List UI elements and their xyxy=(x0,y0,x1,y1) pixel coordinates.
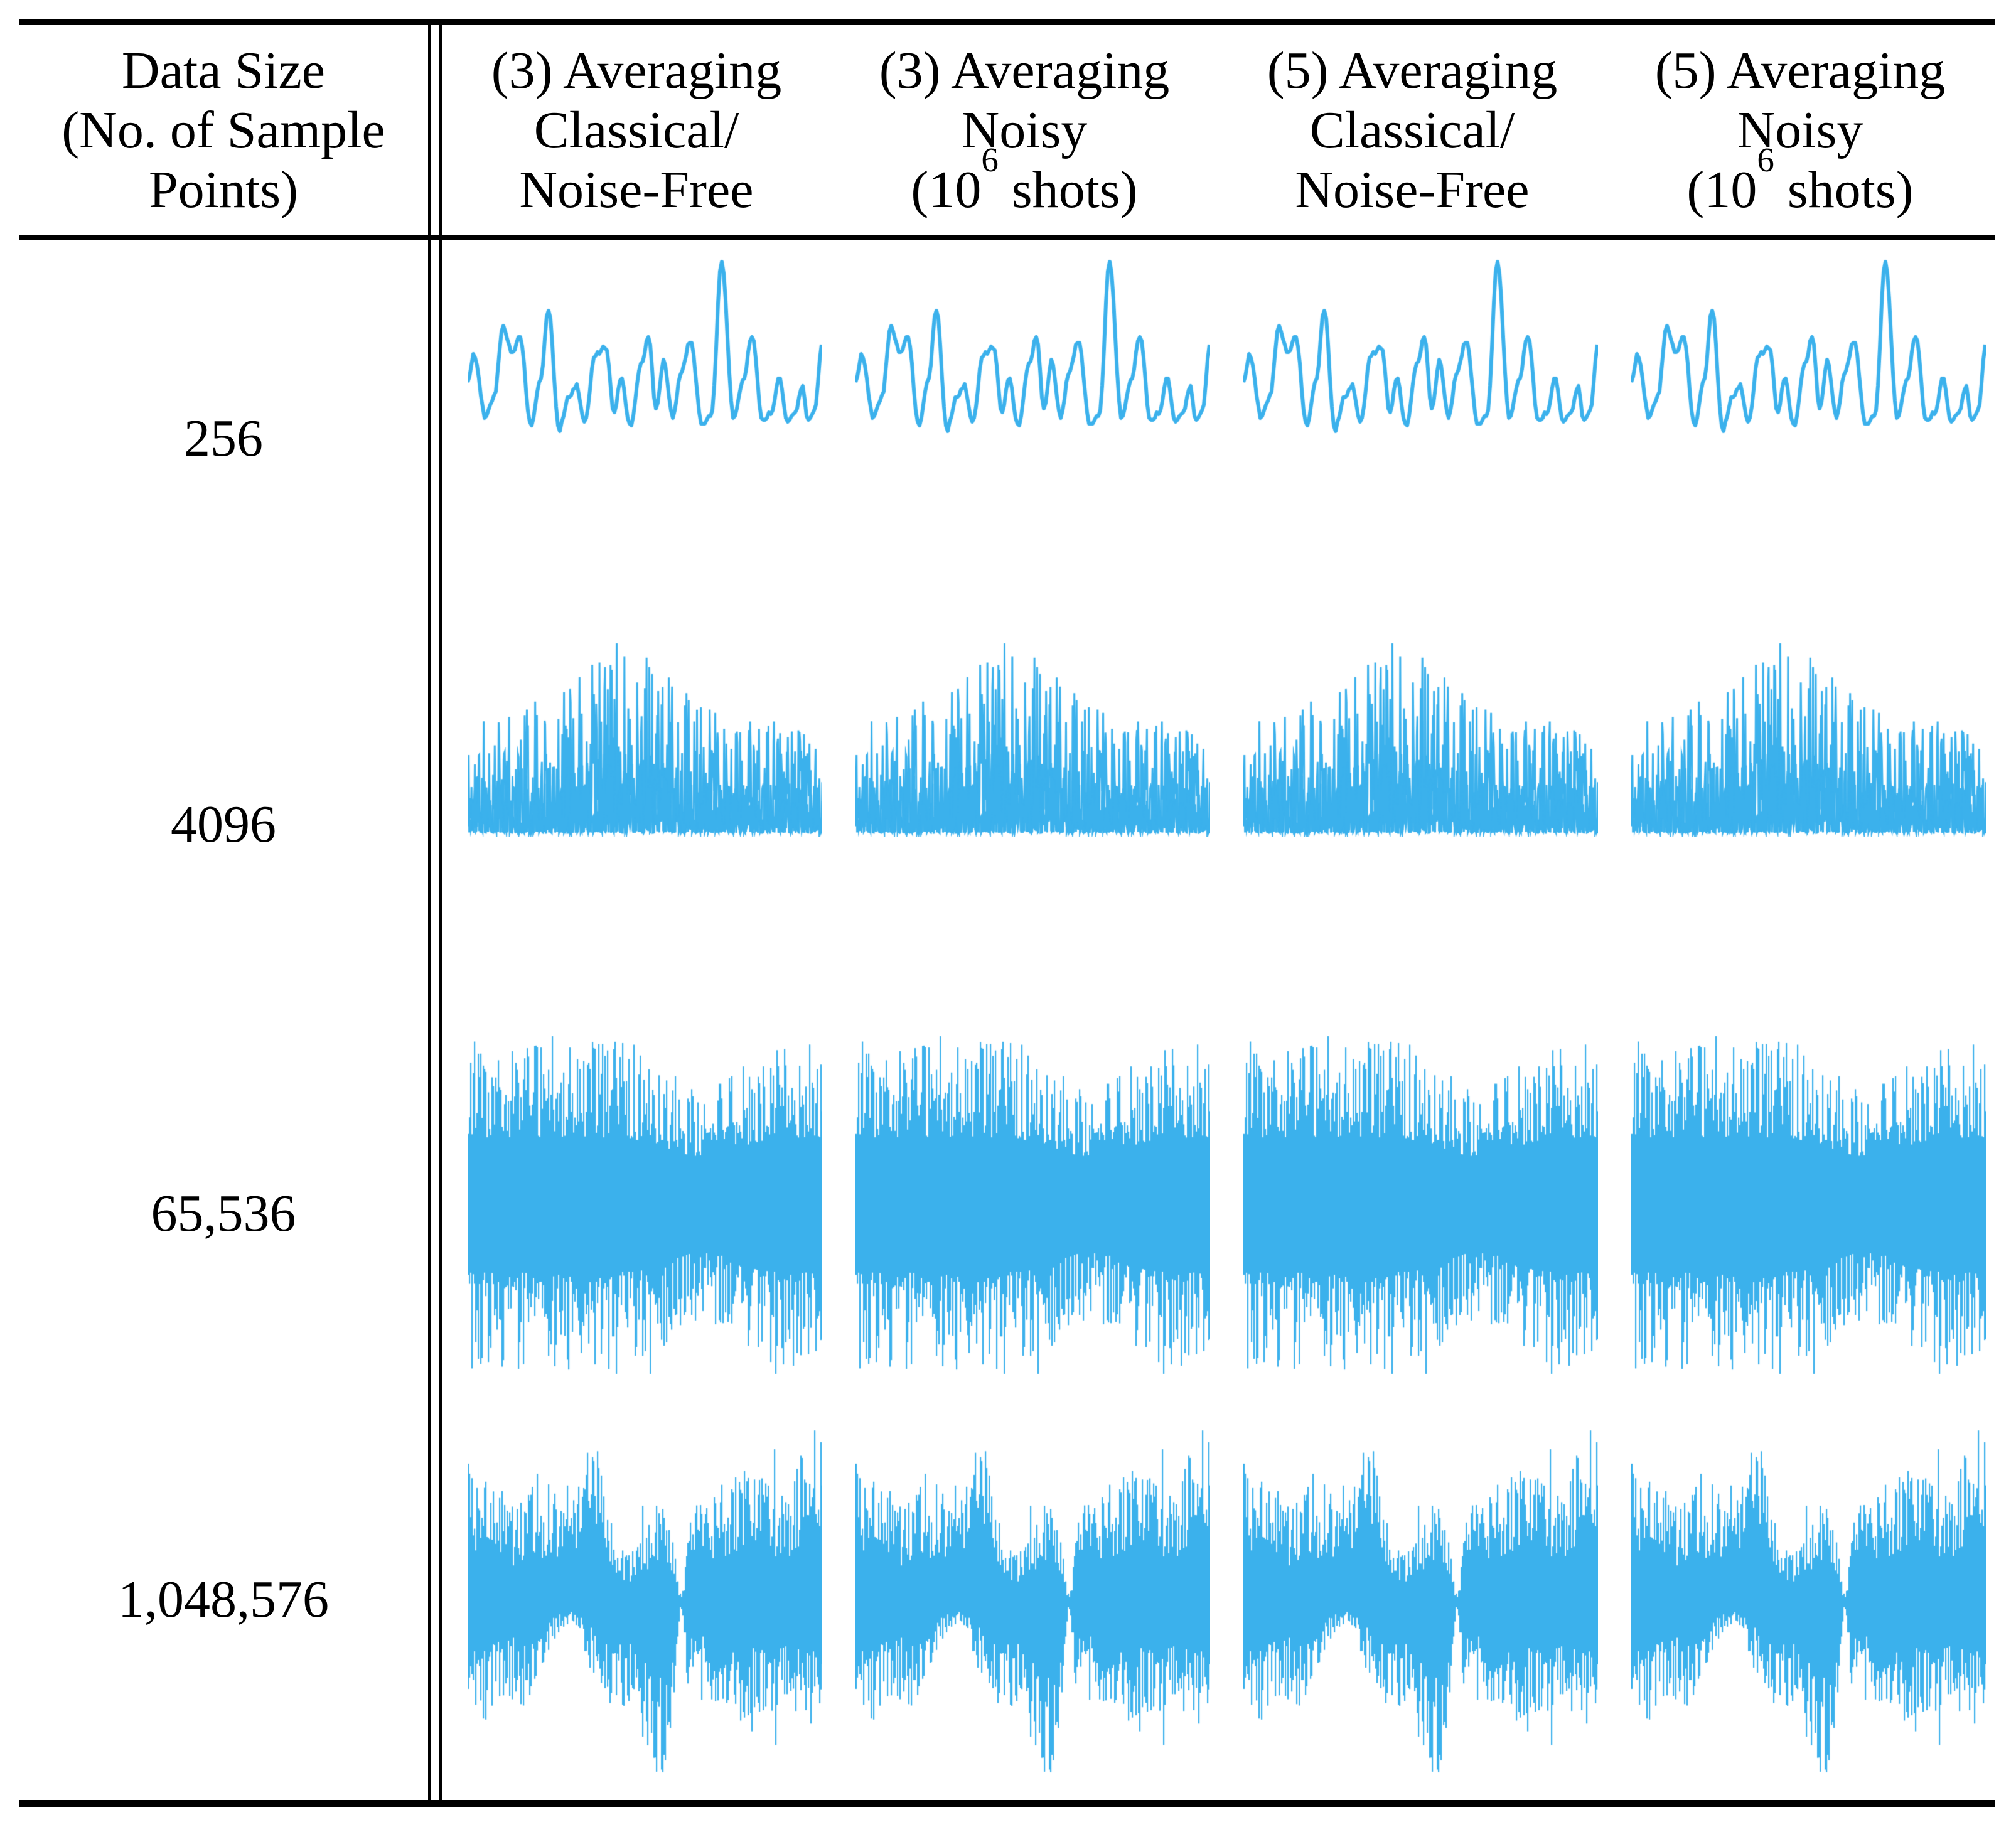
header-line: Data Size xyxy=(121,41,326,100)
waveform-cell xyxy=(830,1021,1218,1395)
header-data-size: Data Size (No. of Sample Points) xyxy=(19,25,428,235)
waveform-cell xyxy=(1218,235,1606,626)
row-label-cell: 4096 xyxy=(19,626,428,1021)
waveform-plot xyxy=(1631,1032,1986,1378)
waveform-plot xyxy=(1243,636,1598,837)
waveform-plot xyxy=(855,1032,1210,1378)
waveform-cell xyxy=(830,235,1218,626)
header-3-averaging-classical: (3) Averaging Classical/Noise-Free xyxy=(442,25,830,235)
header-line: Noise-Free xyxy=(1295,161,1530,219)
header-line: (No. of Sample xyxy=(62,101,385,159)
header-5-averaging-noisy: (5) Averaging Noisy (106 shots) xyxy=(1606,25,1994,235)
waveform-cell xyxy=(442,1395,830,1800)
header-line: (5) Averaging xyxy=(1654,41,1946,100)
data-size-label: 65,536 xyxy=(151,1184,296,1243)
top-rule xyxy=(19,19,1995,25)
header-line: Classical/ xyxy=(533,101,739,159)
data-size-label: 1,048,576 xyxy=(118,1570,329,1629)
waveform-cell xyxy=(1218,626,1606,1021)
bottom-rule xyxy=(19,1800,1995,1807)
row-label-cell: 256 xyxy=(19,235,428,626)
header-line: Noisy xyxy=(1737,101,1863,159)
column-separator-double-rule xyxy=(428,25,442,1800)
waveform-cell xyxy=(442,626,830,1021)
waveform-cell xyxy=(1606,1395,1994,1800)
header-line: (3) Averaging xyxy=(879,41,1170,100)
waveform-cell xyxy=(1606,626,1994,1021)
header-3-averaging-noisy: (3) Averaging Noisy (106 shots) xyxy=(830,25,1218,235)
waveform-plot xyxy=(1243,1425,1598,1776)
waveform-plot xyxy=(855,1425,1210,1776)
waveform-cell xyxy=(1606,1021,1994,1395)
data-size-label: 4096 xyxy=(171,795,276,854)
header-line: Noise-Free xyxy=(519,161,754,219)
waveform-plot xyxy=(468,1032,822,1378)
header-line: (3) Averaging xyxy=(491,41,782,100)
waveform-plot xyxy=(1631,636,1986,837)
waveform-cell xyxy=(830,626,1218,1021)
waveform-plot xyxy=(1243,254,1598,439)
waveform-cell xyxy=(442,1021,830,1395)
waveform-plot xyxy=(1631,1425,1986,1776)
waveform-cell xyxy=(1606,235,1994,626)
header-rule xyxy=(19,235,1995,240)
header-line: (5) Averaging xyxy=(1267,41,1558,100)
waveform-plot xyxy=(468,636,822,837)
header-line: Points) xyxy=(148,161,299,219)
waveform-cell xyxy=(1218,1021,1606,1395)
header-line: (106 shots) xyxy=(911,141,1138,219)
header-5-averaging-classical: (5) Averaging Classical/Noise-Free xyxy=(1218,25,1606,235)
row-label-cell: 1,048,576 xyxy=(19,1395,428,1800)
paper-table: Data Size (No. of Sample Points) (3) Ave… xyxy=(19,19,1995,1807)
header-line: (106 shots) xyxy=(1686,141,1914,219)
waveform-plot xyxy=(855,254,1210,439)
header-line: Noisy xyxy=(961,101,1088,159)
table-grid: Data Size (No. of Sample Points) (3) Ave… xyxy=(19,25,1995,1800)
waveform-cell xyxy=(442,235,830,626)
waveform-cell xyxy=(1218,1395,1606,1800)
waveform-plot xyxy=(855,636,1210,837)
waveform-plot xyxy=(468,254,822,439)
row-label-cell: 65,536 xyxy=(19,1021,428,1395)
waveform-plot xyxy=(468,1425,822,1776)
header-line: Classical/ xyxy=(1309,101,1515,159)
waveform-cell xyxy=(830,1395,1218,1800)
waveform-plot xyxy=(1631,254,1986,439)
waveform-plot xyxy=(1243,1032,1598,1378)
data-size-label: 256 xyxy=(184,409,263,468)
